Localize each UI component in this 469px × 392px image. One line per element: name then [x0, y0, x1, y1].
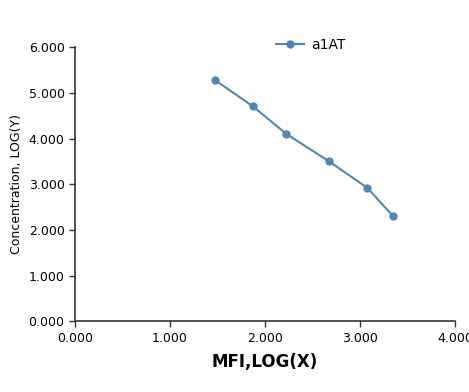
a1AT [212, 78, 218, 83]
a1AT [364, 185, 370, 190]
a1AT [326, 159, 332, 164]
X-axis label: MFI,LOG(X): MFI,LOG(X) [212, 353, 318, 371]
Line: a1AT: a1AT [212, 77, 397, 220]
Y-axis label: Concentration, LOG(Y): Concentration, LOG(Y) [10, 114, 23, 254]
Legend: a1AT: a1AT [271, 32, 351, 57]
a1AT [284, 132, 289, 136]
a1AT [250, 104, 256, 109]
a1AT [390, 214, 396, 219]
